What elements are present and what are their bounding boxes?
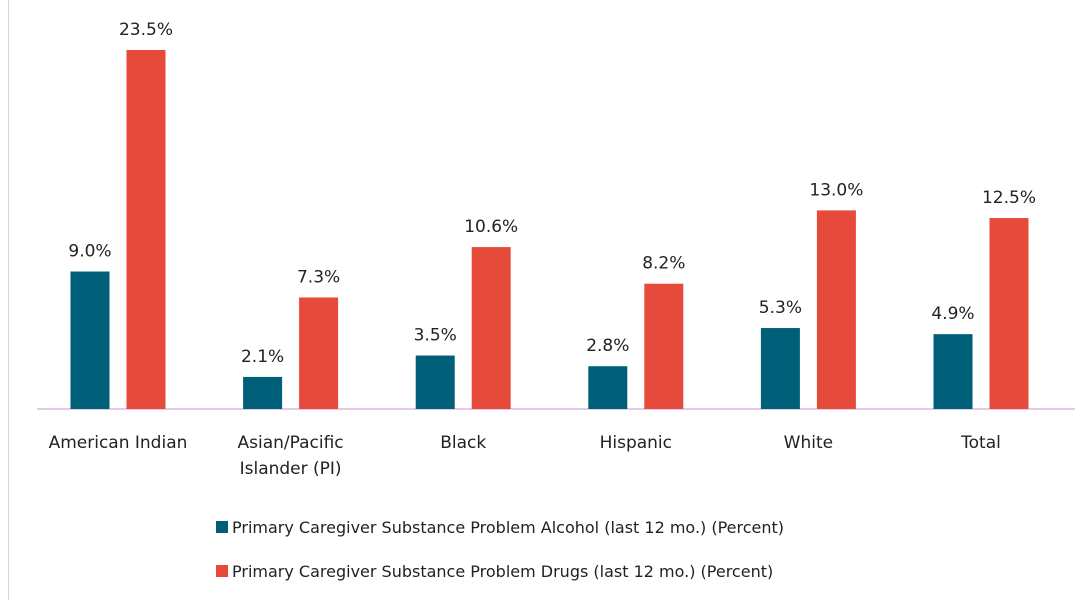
tick-label-asian-pacific-islander-pi-line2: Islander (PI) xyxy=(240,459,342,479)
bar-alcohol-black xyxy=(415,355,455,409)
bar-drugs-white xyxy=(816,210,856,409)
value-label-alcohol-total: 4.9% xyxy=(931,304,974,324)
bar-drugs-total xyxy=(989,218,1029,409)
legend-item-alcohol: Primary Caregiver Substance Problem Alco… xyxy=(216,516,784,538)
legend-label-drugs: Primary Caregiver Substance Problem Drug… xyxy=(232,561,774,581)
legend-swatch-drugs xyxy=(216,565,228,577)
tick-label-hispanic: Hispanic xyxy=(600,433,672,453)
legend-item-drugs: Primary Caregiver Substance Problem Drug… xyxy=(216,560,773,582)
legend-swatch-alcohol xyxy=(216,521,228,533)
value-label-drugs-white: 13.0% xyxy=(809,180,863,200)
value-label-drugs-american-indian: 23.5% xyxy=(119,20,173,40)
tick-label-white: White xyxy=(784,433,833,453)
value-labels-group: 9.0% 23.5% 2.1% 7.3% 3.5% 10.6% 2.8% 8.2% 5.3% 13… xyxy=(68,20,1036,367)
bar-alcohol-asian-pacific-islander-pi xyxy=(243,376,283,409)
value-label-alcohol-black: 3.5% xyxy=(414,326,457,346)
bar-drugs-asian-pacific-islander-pi xyxy=(299,297,339,409)
value-label-drugs-black: 10.6% xyxy=(464,217,518,237)
tick-label-total: Total xyxy=(960,433,1001,453)
value-label-drugs-asian-pacific-islander-pi: 7.3% xyxy=(297,267,340,287)
bars-group xyxy=(70,50,1029,409)
value-label-drugs-total: 12.5% xyxy=(982,188,1036,208)
tick-label-asian-pacific-islander-pi-line1: Asian/Pacific xyxy=(238,433,344,453)
chart-frame xyxy=(8,0,1087,600)
value-label-alcohol-american-indian: 9.0% xyxy=(68,242,111,262)
bar-drugs-american-indian xyxy=(126,50,166,409)
bar-alcohol-hispanic xyxy=(588,366,628,409)
bar-alcohol-total xyxy=(933,334,973,409)
bar-alcohol-white xyxy=(760,328,800,409)
bar-chart: 9.0% 23.5% 2.1% 7.3% 3.5% 10.6% 2.8% 8.2% 5.3% 13… xyxy=(37,20,1075,479)
category-tick-labels: American Indian Asian/Pacific Islander (PI… xyxy=(49,433,1001,479)
bar-alcohol-american-indian xyxy=(70,271,110,409)
value-label-alcohol-asian-pacific-islander-pi: 2.1% xyxy=(241,347,284,367)
value-label-alcohol-hispanic: 2.8% xyxy=(586,336,629,356)
bar-drugs-hispanic xyxy=(644,283,684,409)
bar-drugs-black xyxy=(471,247,511,409)
tick-label-black: Black xyxy=(440,433,486,453)
legend-label-alcohol: Primary Caregiver Substance Problem Alco… xyxy=(232,517,785,537)
value-label-alcohol-white: 5.3% xyxy=(759,298,802,318)
value-label-drugs-hispanic: 8.2% xyxy=(642,254,685,274)
tick-label-american-indian: American Indian xyxy=(49,433,188,453)
